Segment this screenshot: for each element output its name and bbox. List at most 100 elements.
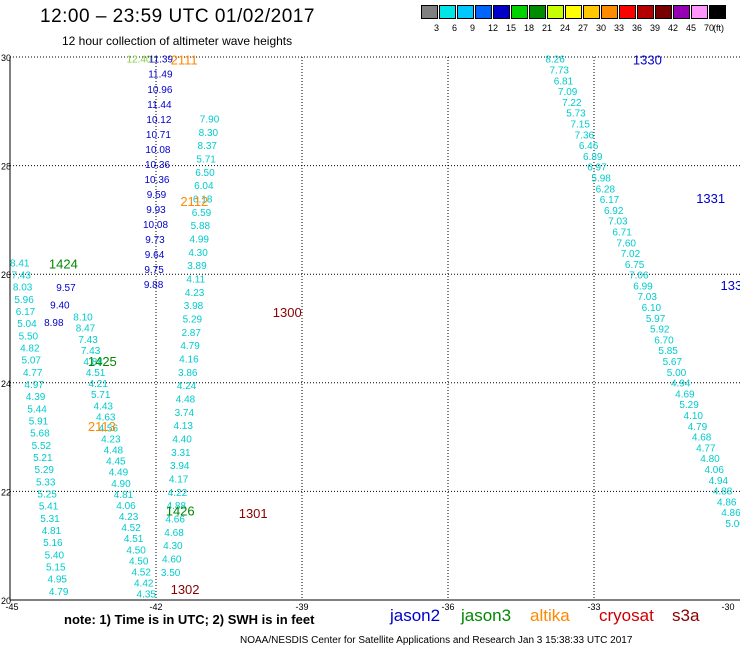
color-scale-swatch: [439, 5, 456, 19]
data-point-label: 4.99: [189, 234, 209, 245]
data-point-label: 4.49: [109, 468, 129, 479]
legend-sat-jason3: jason3: [461, 606, 512, 625]
data-point-label: 4.43: [94, 401, 114, 412]
data-point-label: 6.04: [194, 181, 214, 192]
data-point-label: 5.40: [45, 550, 65, 561]
data-point-label: 3.86: [178, 368, 198, 379]
data-point-label: 7.60: [617, 238, 637, 249]
data-point-label: 6.81: [554, 76, 574, 87]
data-point-label: 3.89: [187, 261, 207, 272]
data-point-label: 5.98: [591, 173, 611, 184]
pass-number-label: 1300: [273, 305, 302, 320]
pass-number-label: 2111: [171, 53, 198, 68]
data-point-label: 4.30: [163, 541, 183, 552]
data-point-label: 5.67: [663, 357, 683, 368]
data-point-label: 8.10: [73, 313, 93, 324]
y-tick-label: 30: [1, 53, 11, 63]
pass-number-label: 2113: [88, 419, 116, 434]
data-point-label: 5.97: [646, 314, 666, 325]
data-point-label: 8.26: [545, 55, 565, 66]
x-tick-label: -42: [149, 602, 162, 612]
data-point-label: 4.79: [688, 422, 708, 433]
data-point-label: 4.81: [42, 526, 62, 537]
color-scale-swatch: [601, 5, 618, 19]
pass-number-label: 1425: [88, 354, 117, 369]
color-scale-swatch: [673, 5, 690, 19]
data-point-label: 5.71: [91, 390, 111, 401]
pass-number-label: 1426: [166, 503, 195, 518]
data-point-label: 6.18: [193, 194, 213, 205]
data-point-label: 4.51: [86, 368, 106, 379]
data-point-label: 11.39: [149, 55, 174, 66]
data-point-label: 5.04: [17, 319, 37, 330]
data-point-label: 4.95: [47, 575, 67, 586]
data-point-label: 4.60: [162, 555, 182, 566]
y-tick-label: 22: [1, 487, 11, 497]
data-point-label: 4.21: [88, 379, 108, 390]
data-point-label: 4.24: [177, 381, 197, 392]
data-point-label: 4.86: [717, 497, 737, 508]
data-point-label: 6.89: [583, 152, 603, 163]
color-scale-swatch: [709, 5, 726, 19]
pass-number-label: 1424: [49, 256, 78, 271]
data-point-label: 4.77: [23, 368, 43, 379]
x-tick-label: -45: [5, 602, 18, 612]
data-point-label: 9.40: [50, 300, 70, 311]
data-point-label: 7.09: [558, 87, 578, 98]
data-point-label: 4.79: [180, 341, 200, 352]
data-point-label: 6.50: [195, 168, 215, 179]
data-point-label: 5.31: [40, 514, 60, 525]
data-point-label: 4.80: [700, 454, 720, 465]
data-point-label: 6.10: [642, 303, 662, 314]
data-point-label: 4.81: [114, 490, 134, 501]
chart-subtitle: 12 hour collection of altimeter wave hei…: [62, 34, 293, 48]
data-point-label: 4.23: [119, 512, 139, 523]
data-point-label: 4.16: [179, 354, 199, 365]
data-point-label: 4.77: [696, 443, 716, 454]
data-point-label: 4.69: [675, 389, 695, 400]
data-point-label: 6.46: [579, 141, 599, 152]
color-scale-label: 6: [452, 23, 458, 33]
pass-number-label: 1302: [171, 582, 200, 597]
data-point-label: 9.57: [56, 283, 76, 294]
data-point-label: 11.44: [147, 100, 172, 111]
data-point-label: 5.25: [37, 490, 57, 501]
color-scale-label: 39: [650, 23, 661, 33]
data-point-label: 5.33: [36, 477, 56, 488]
pass-number-label: 2112: [180, 194, 208, 209]
color-scale-swatch: [691, 5, 708, 19]
data-point-label: 4.88: [83, 357, 103, 368]
color-scale-label: 33: [614, 23, 625, 33]
y-tick-label: 24: [1, 379, 11, 389]
data-point-label: 5.29: [183, 314, 203, 325]
data-point-label: 7.03: [608, 217, 628, 228]
color-scale-swatch: [457, 5, 474, 19]
data-point-label: 8.98: [44, 318, 64, 329]
data-point-label: 3.94: [170, 461, 190, 472]
pass-number-label: 1330: [633, 53, 662, 68]
data-point-label: 4.13: [173, 421, 193, 432]
color-scale-swatch: [565, 5, 582, 19]
data-point-label: 12.40: [126, 55, 151, 66]
data-point-label: 4.79: [49, 587, 69, 598]
data-point-label: 4.88: [167, 501, 187, 512]
data-point-label: 5.71: [196, 154, 216, 165]
data-point-label: 10.08: [143, 220, 168, 231]
data-point-label: 4.17: [169, 475, 189, 486]
data-point-label: 8.30: [199, 128, 219, 139]
data-point-label: 5.85: [658, 346, 678, 357]
data-point-label: 4.94: [671, 379, 691, 390]
data-point-label: 3.98: [184, 301, 204, 312]
data-point-label: 9.64: [145, 250, 165, 261]
data-point-label: 6.92: [604, 206, 624, 217]
data-point-label: 7.43: [81, 346, 101, 357]
data-point-label: 9.73: [145, 235, 165, 246]
data-point-label: 10.71: [146, 130, 171, 141]
data-point-label: 5.92: [650, 325, 670, 336]
data-point-label: 4.40: [172, 434, 192, 445]
data-point-label: 9.75: [144, 265, 164, 276]
data-point-label: 5.50: [19, 331, 39, 342]
data-point-label: 10.12: [146, 115, 171, 126]
data-point-label: 4.11: [186, 274, 205, 285]
pass-number-label: 1332: [721, 278, 740, 293]
